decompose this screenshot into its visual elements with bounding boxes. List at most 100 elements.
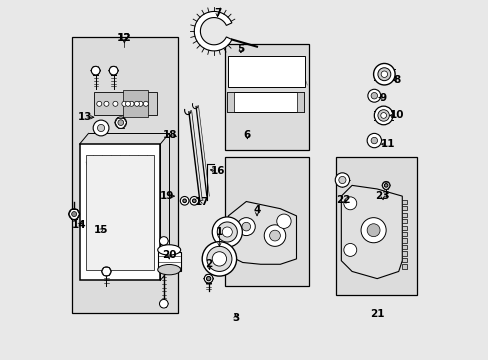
Circle shape (91, 66, 100, 75)
Circle shape (159, 300, 168, 308)
Circle shape (380, 71, 387, 77)
Circle shape (190, 197, 198, 205)
Circle shape (343, 243, 356, 256)
Bar (224, 44, 308, 149)
Circle shape (377, 110, 388, 121)
Circle shape (143, 101, 148, 106)
Circle shape (97, 125, 104, 132)
Bar (94, 92, 156, 116)
Bar (122, 90, 147, 117)
Circle shape (206, 276, 210, 281)
Circle shape (276, 214, 290, 228)
Circle shape (183, 199, 186, 203)
Text: 16: 16 (210, 166, 224, 176)
Text: 1: 1 (215, 227, 223, 237)
Circle shape (380, 113, 386, 118)
Text: 11: 11 (380, 139, 394, 149)
Text: 21: 21 (369, 310, 384, 319)
Circle shape (192, 199, 196, 203)
Circle shape (269, 230, 280, 241)
Text: 3: 3 (231, 313, 239, 323)
Circle shape (122, 101, 126, 106)
Circle shape (360, 218, 386, 243)
Text: 13: 13 (78, 112, 92, 122)
Bar (227, 92, 234, 112)
Circle shape (113, 101, 118, 106)
Text: 20: 20 (162, 250, 176, 260)
Bar (402, 251, 406, 256)
Bar (227, 92, 304, 112)
Bar (228, 56, 305, 87)
Ellipse shape (158, 265, 180, 275)
Circle shape (115, 117, 126, 129)
Text: 2: 2 (204, 259, 212, 269)
Text: 4: 4 (253, 206, 260, 216)
Circle shape (206, 246, 231, 271)
Text: 12: 12 (118, 33, 131, 43)
Circle shape (366, 224, 379, 237)
Text: 17: 17 (195, 197, 209, 207)
Bar (297, 92, 304, 112)
Circle shape (373, 106, 392, 125)
Text: 15: 15 (94, 225, 108, 235)
Circle shape (109, 66, 118, 75)
Circle shape (69, 209, 80, 220)
Bar (402, 213, 406, 217)
Circle shape (384, 184, 387, 187)
Text: 12: 12 (117, 33, 131, 43)
Circle shape (264, 225, 285, 246)
Circle shape (222, 227, 232, 237)
Text: 6: 6 (243, 130, 250, 140)
Text: 8: 8 (392, 75, 400, 85)
Circle shape (159, 237, 168, 245)
Polygon shape (228, 202, 296, 264)
Text: 14: 14 (71, 220, 86, 230)
Circle shape (370, 93, 377, 99)
Bar (402, 232, 406, 236)
Circle shape (343, 197, 356, 210)
Circle shape (72, 212, 77, 217)
Bar (402, 245, 406, 249)
Bar (402, 264, 406, 269)
Polygon shape (341, 185, 402, 279)
Bar (224, 157, 308, 286)
Bar (402, 206, 406, 211)
Bar (80, 144, 160, 280)
Ellipse shape (158, 245, 180, 255)
Circle shape (134, 101, 139, 106)
Bar (335, 157, 416, 295)
Circle shape (367, 89, 380, 102)
Circle shape (104, 101, 109, 106)
Circle shape (93, 120, 109, 136)
Text: 9: 9 (378, 93, 386, 103)
Text: 5: 5 (237, 44, 244, 54)
Circle shape (118, 120, 123, 126)
Circle shape (204, 274, 212, 283)
Text: 19: 19 (160, 191, 174, 201)
Circle shape (338, 176, 346, 184)
Circle shape (202, 242, 236, 276)
Circle shape (212, 252, 226, 266)
Text: 23: 23 (375, 191, 389, 201)
Text: 22: 22 (335, 195, 349, 205)
Circle shape (125, 101, 130, 106)
Bar (72, 37, 178, 313)
Circle shape (138, 101, 142, 106)
Circle shape (373, 63, 394, 85)
Polygon shape (194, 12, 231, 51)
Circle shape (370, 137, 377, 144)
Circle shape (366, 134, 381, 148)
Bar (402, 258, 406, 262)
Text: 10: 10 (389, 111, 404, 121)
Circle shape (242, 222, 250, 231)
Bar (402, 238, 406, 243)
Bar (402, 200, 406, 204)
Bar (402, 219, 406, 224)
Circle shape (217, 222, 237, 242)
Bar (402, 226, 406, 230)
Circle shape (382, 181, 389, 189)
Circle shape (377, 68, 390, 81)
Text: 7: 7 (213, 8, 221, 18)
Text: 18: 18 (163, 130, 177, 140)
Circle shape (237, 218, 255, 235)
